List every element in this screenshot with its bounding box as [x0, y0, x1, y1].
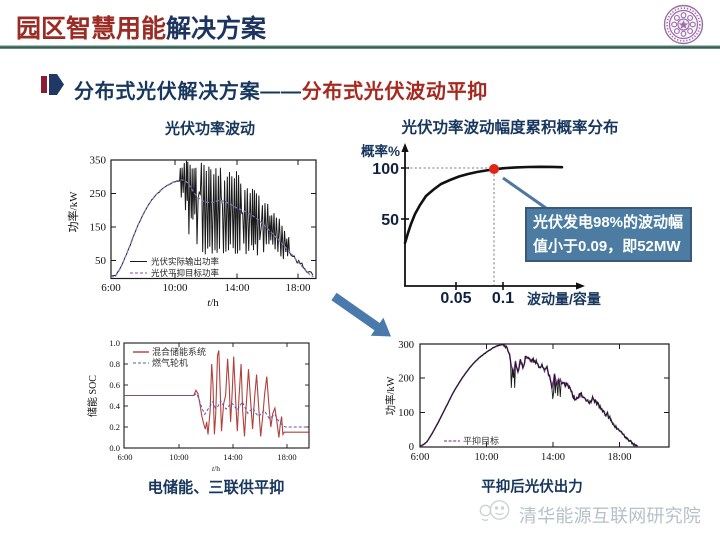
svg-text:储能 SOC: 储能 SOC — [86, 375, 99, 417]
svg-text:10:00: 10:00 — [169, 452, 188, 462]
svg-text:10:00: 10:00 — [162, 282, 188, 294]
svg-text:0: 0 — [409, 442, 414, 453]
svg-text:350: 350 — [90, 155, 107, 167]
svg-text:10:00: 10:00 — [475, 452, 499, 463]
svg-text:光伏实际输出功率: 光伏实际输出功率 — [151, 257, 220, 267]
svg-text:14:00: 14:00 — [223, 452, 242, 462]
svg-text:0.0: 0.0 — [109, 443, 120, 453]
svg-text:混合储能系统: 混合储能系统 — [152, 346, 206, 357]
svg-text:平抑后光伏出力: 平抑后光伏出力 — [481, 478, 583, 496]
svg-text:0.6: 0.6 — [109, 380, 120, 390]
svg-text:t/h: t/h — [212, 464, 220, 473]
svg-text:波动量/容量: 波动量/容量 — [527, 291, 601, 307]
svg-text:概率%: 概率% — [361, 143, 400, 159]
svg-text:电储能、三联供平抑: 电储能、三联供平抑 — [148, 479, 285, 497]
svg-text:200: 200 — [398, 374, 414, 385]
svg-text:功率/kW: 功率/kW — [384, 376, 397, 415]
svg-text:250: 250 — [90, 188, 107, 200]
svg-text:18:00: 18:00 — [608, 452, 632, 463]
svg-text:100: 100 — [398, 408, 414, 419]
svg-text:18:00: 18:00 — [285, 282, 311, 294]
svg-text:6:00: 6:00 — [411, 452, 430, 463]
svg-text:功率/kW: 功率/kW — [66, 191, 80, 233]
svg-text:50: 50 — [95, 255, 107, 267]
svg-text:燃气轮机: 燃气轮机 — [152, 357, 188, 368]
svg-text:14:00: 14:00 — [224, 282, 250, 294]
svg-text:150: 150 — [90, 222, 107, 234]
svg-text:1.0: 1.0 — [109, 338, 120, 348]
svg-text:光伏功率波动幅度累积概率分布: 光伏功率波动幅度累积概率分布 — [400, 118, 618, 137]
svg-text:14:00: 14:00 — [541, 452, 565, 463]
svg-text:光伏平抑目标功率: 光伏平抑目标功率 — [151, 268, 220, 278]
svg-text:0.4: 0.4 — [109, 401, 120, 411]
svg-text:100: 100 — [372, 161, 399, 178]
svg-text:t/h: t/h — [207, 297, 219, 309]
svg-text:50: 50 — [381, 212, 399, 229]
svg-text:0.05: 0.05 — [440, 290, 471, 307]
svg-text:6:00: 6:00 — [101, 282, 121, 294]
svg-text:18:00: 18:00 — [277, 452, 296, 462]
svg-text:6:00: 6:00 — [117, 452, 132, 462]
svg-text:300: 300 — [398, 340, 414, 351]
svg-text:0.8: 0.8 — [109, 359, 120, 369]
svg-text:0.2: 0.2 — [109, 422, 120, 432]
svg-text:光伏功率波动: 光伏功率波动 — [164, 120, 255, 138]
svg-text:0.1: 0.1 — [492, 290, 514, 307]
svg-text:平抑目标: 平抑目标 — [463, 435, 499, 446]
